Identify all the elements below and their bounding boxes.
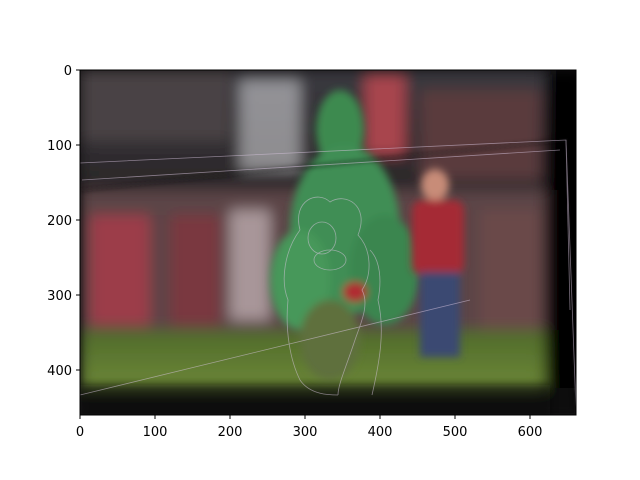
x-tick-label: 300 (293, 425, 318, 440)
x-tick-label: 200 (218, 425, 243, 440)
y-tick-label: 400 (47, 364, 72, 379)
y-tick-label: 300 (47, 289, 72, 304)
x-tick-label: 500 (443, 425, 468, 440)
y-tick-label: 200 (47, 214, 72, 229)
x-tick-label: 100 (143, 425, 168, 440)
x-tick-label: 400 (368, 425, 393, 440)
y-tick-label: 0 (64, 64, 72, 79)
person-figure (412, 169, 464, 357)
x-axis: 0 100 200 300 400 500 600 (76, 415, 543, 440)
y-axis: 0 100 200 300 400 (47, 64, 80, 379)
x-tick-label: 600 (518, 425, 543, 440)
y-tick-label: 100 (47, 139, 72, 154)
edge-outline (80, 139, 576, 411)
x-tick-label: 0 (76, 425, 84, 440)
axes-frame (79, 69, 577, 416)
photo-image (80, 70, 576, 415)
